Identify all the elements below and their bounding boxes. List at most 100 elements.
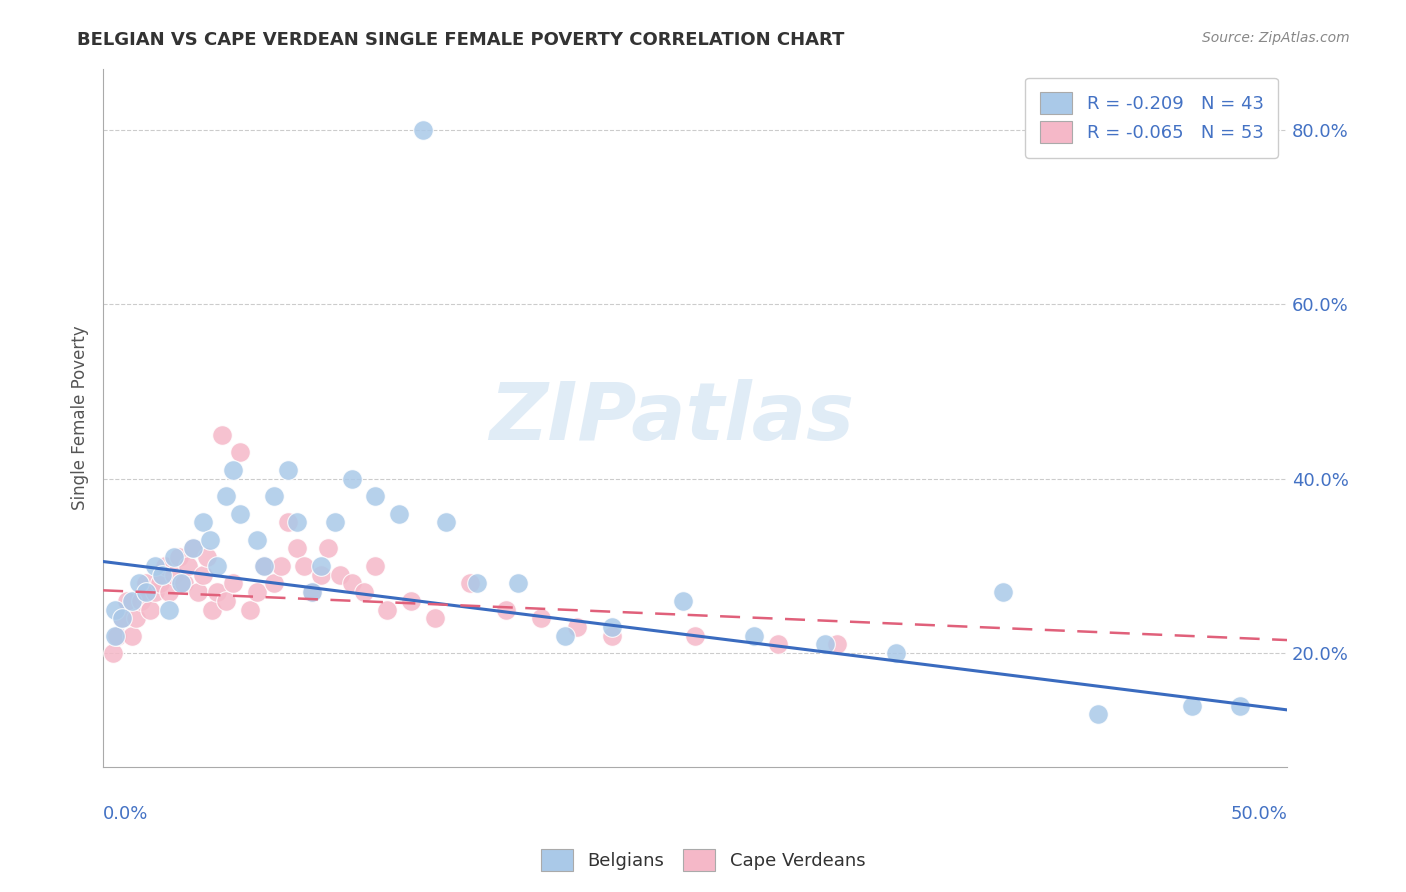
Point bbox=[1087, 707, 1109, 722]
Point bbox=[222, 463, 245, 477]
Point bbox=[323, 516, 346, 530]
Point bbox=[159, 602, 181, 616]
Point bbox=[316, 541, 339, 556]
Point bbox=[277, 516, 299, 530]
Point bbox=[436, 516, 458, 530]
Point bbox=[201, 602, 224, 616]
Point bbox=[364, 558, 387, 573]
Point bbox=[458, 576, 481, 591]
Point bbox=[375, 602, 398, 616]
Point bbox=[1181, 698, 1204, 713]
Point bbox=[742, 629, 765, 643]
Point bbox=[128, 576, 150, 591]
Point bbox=[229, 445, 252, 459]
Point bbox=[170, 576, 193, 591]
Point bbox=[253, 558, 276, 573]
Point bbox=[187, 585, 209, 599]
Point bbox=[150, 567, 173, 582]
Point bbox=[205, 558, 228, 573]
Point bbox=[198, 533, 221, 547]
Point bbox=[177, 558, 200, 573]
Point bbox=[115, 594, 138, 608]
Text: 50.0%: 50.0% bbox=[1230, 805, 1286, 823]
Point bbox=[246, 585, 269, 599]
Point bbox=[530, 611, 553, 625]
Point bbox=[181, 541, 204, 556]
Point bbox=[239, 602, 262, 616]
Point bbox=[215, 489, 238, 503]
Point bbox=[153, 558, 176, 573]
Point bbox=[423, 611, 446, 625]
Point bbox=[285, 541, 308, 556]
Legend: Belgians, Cape Verdeans: Belgians, Cape Verdeans bbox=[533, 842, 873, 879]
Point bbox=[506, 576, 529, 591]
Point bbox=[364, 489, 387, 503]
Point bbox=[121, 629, 143, 643]
Point bbox=[195, 550, 218, 565]
Point bbox=[886, 646, 908, 660]
Point bbox=[246, 533, 269, 547]
Point bbox=[135, 585, 157, 599]
Point bbox=[125, 611, 148, 625]
Point bbox=[222, 576, 245, 591]
Point bbox=[205, 585, 228, 599]
Point bbox=[104, 602, 127, 616]
Point bbox=[329, 567, 352, 582]
Point bbox=[465, 576, 488, 591]
Point bbox=[814, 637, 837, 651]
Point bbox=[163, 550, 186, 565]
Point bbox=[149, 576, 172, 591]
Point bbox=[104, 629, 127, 643]
Point bbox=[181, 541, 204, 556]
Point bbox=[215, 594, 238, 608]
Point bbox=[340, 576, 363, 591]
Point bbox=[600, 620, 623, 634]
Text: BELGIAN VS CAPE VERDEAN SINGLE FEMALE POVERTY CORRELATION CHART: BELGIAN VS CAPE VERDEAN SINGLE FEMALE PO… bbox=[77, 31, 845, 49]
Point bbox=[139, 602, 162, 616]
Text: 0.0%: 0.0% bbox=[103, 805, 149, 823]
Point bbox=[191, 516, 214, 530]
Text: Source: ZipAtlas.com: Source: ZipAtlas.com bbox=[1202, 31, 1350, 45]
Point bbox=[1229, 698, 1251, 713]
Point bbox=[683, 629, 706, 643]
Point bbox=[309, 558, 332, 573]
Point bbox=[121, 594, 143, 608]
Point bbox=[554, 629, 576, 643]
Point bbox=[388, 507, 411, 521]
Point bbox=[159, 585, 181, 599]
Point bbox=[565, 620, 588, 634]
Point bbox=[270, 558, 292, 573]
Point bbox=[167, 550, 190, 565]
Point bbox=[301, 585, 323, 599]
Point bbox=[309, 567, 332, 582]
Point bbox=[111, 611, 134, 625]
Point bbox=[285, 516, 308, 530]
Point bbox=[229, 507, 252, 521]
Point bbox=[991, 585, 1014, 599]
Point bbox=[129, 594, 152, 608]
Point bbox=[105, 629, 128, 643]
Point bbox=[143, 558, 166, 573]
Point bbox=[825, 637, 848, 651]
Point bbox=[143, 585, 166, 599]
Legend: R = -0.209   N = 43, R = -0.065   N = 53: R = -0.209 N = 43, R = -0.065 N = 53 bbox=[1025, 78, 1278, 158]
Point bbox=[173, 576, 195, 591]
Point bbox=[163, 567, 186, 582]
Point bbox=[672, 594, 695, 608]
Point bbox=[211, 428, 233, 442]
Point bbox=[412, 122, 434, 136]
Point bbox=[277, 463, 299, 477]
Point bbox=[495, 602, 517, 616]
Point bbox=[301, 585, 323, 599]
Y-axis label: Single Female Poverty: Single Female Poverty bbox=[72, 326, 89, 510]
Point bbox=[353, 585, 375, 599]
Point bbox=[135, 576, 157, 591]
Point bbox=[399, 594, 422, 608]
Point bbox=[600, 629, 623, 643]
Point bbox=[111, 611, 134, 625]
Point bbox=[263, 576, 285, 591]
Point bbox=[191, 567, 214, 582]
Text: ZIPatlas: ZIPatlas bbox=[489, 378, 853, 457]
Point bbox=[766, 637, 789, 651]
Point bbox=[253, 558, 276, 573]
